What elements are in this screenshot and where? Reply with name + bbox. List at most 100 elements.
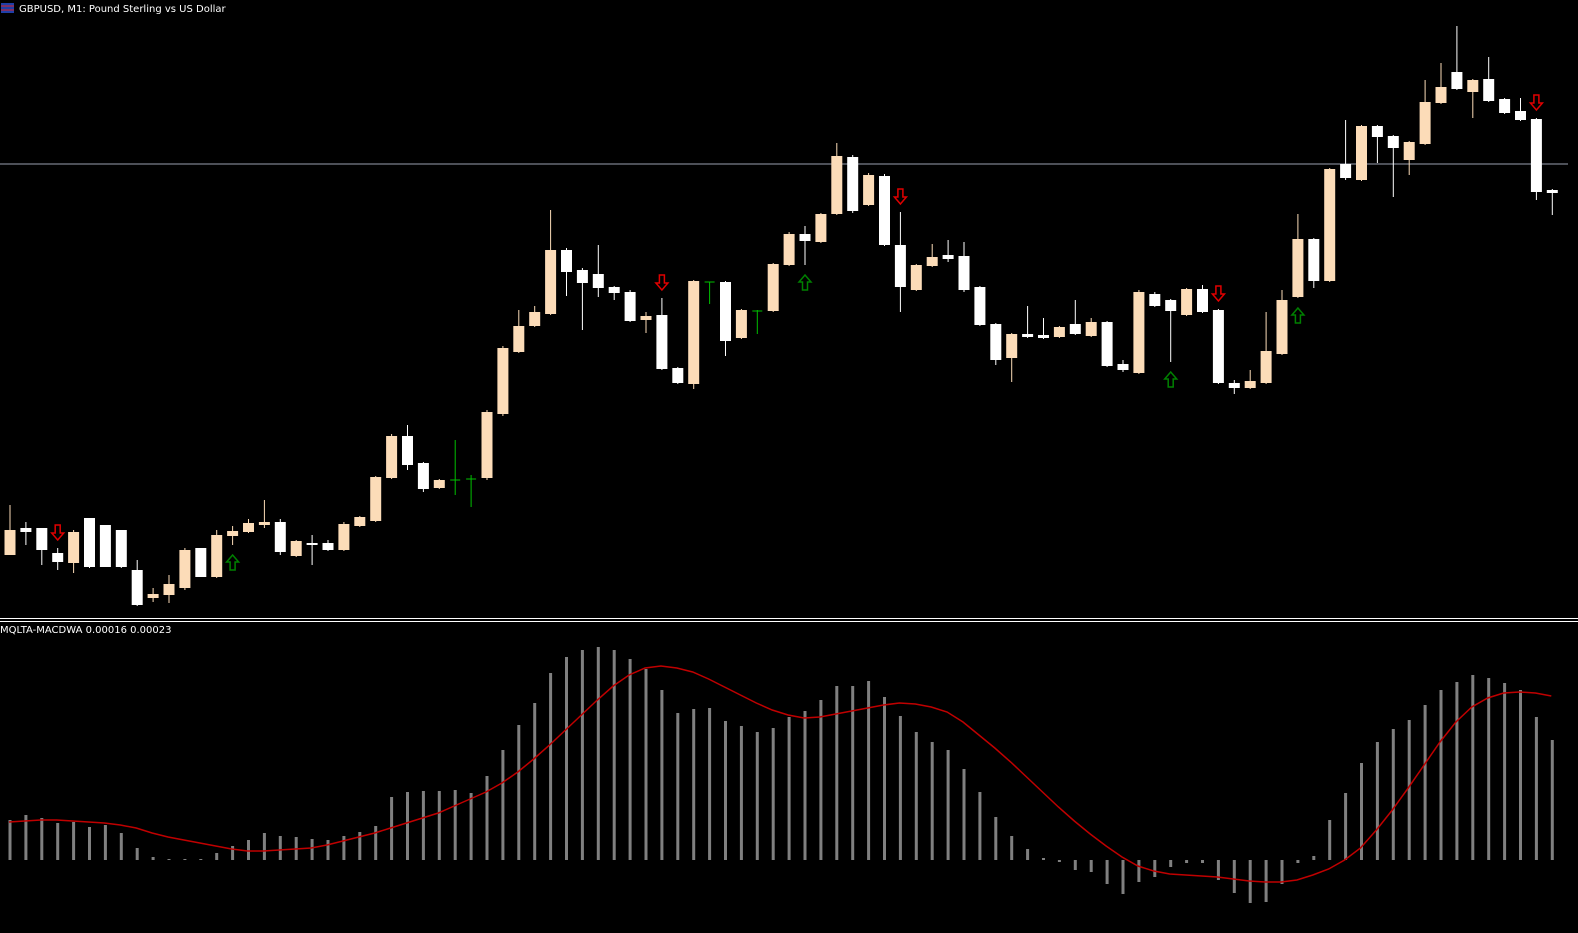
candle-body [211, 535, 223, 577]
candle-body [1324, 169, 1336, 281]
histogram-bar [215, 853, 219, 860]
candle-body [354, 517, 366, 526]
candle-body [1244, 381, 1256, 388]
candle-body [545, 250, 557, 314]
histogram-bar [914, 732, 918, 860]
signal-line [8, 665, 1552, 883]
candle-body [608, 287, 620, 293]
candle-body [1053, 327, 1065, 337]
candle-body [735, 310, 747, 338]
candle-body [1117, 364, 1129, 370]
candle-body [863, 175, 875, 205]
histogram-bar [1503, 683, 1507, 860]
buy-arrow [1290, 306, 1306, 324]
buy-arrow [1163, 370, 1179, 388]
histogram-bar [1153, 860, 1157, 877]
histogram-bar [469, 793, 473, 860]
histogram-bar [1280, 860, 1284, 884]
candle-body [926, 257, 938, 266]
indicator-title: MQLTA-MACDWA 0.00016 0.00023 [0, 625, 171, 636]
histogram-bar [8, 820, 12, 860]
histogram-bar [580, 650, 584, 860]
histogram-bar [24, 815, 28, 860]
histogram-bar [1439, 690, 1443, 860]
candle-body [1165, 300, 1177, 311]
symbol-flag [1, 3, 14, 13]
histogram-bar [660, 690, 664, 860]
histogram-bar [1105, 860, 1109, 884]
histogram-bar [883, 697, 886, 860]
histogram-bar [898, 716, 902, 860]
histogram-bar [262, 833, 266, 860]
histogram-bar [374, 826, 378, 860]
candle-body [131, 570, 143, 605]
candle-body [1276, 300, 1288, 354]
histogram-bar [835, 686, 839, 860]
histogram-bar [485, 776, 489, 860]
sell-arrow [1528, 94, 1545, 112]
histogram-bar [1487, 678, 1491, 860]
candle-body [1085, 322, 1097, 336]
candle-body [115, 530, 127, 567]
candle-body [417, 463, 429, 489]
candle-body [338, 524, 350, 550]
histogram-bar [151, 857, 155, 860]
candle-body [68, 532, 80, 563]
candle-body [433, 480, 445, 488]
histogram-bar [1026, 849, 1030, 860]
histogram-bar [1391, 729, 1395, 860]
histogram-bar [1232, 860, 1236, 893]
histogram-bar [787, 717, 791, 860]
candle-body [561, 250, 572, 272]
candle-body [1069, 324, 1081, 334]
candle-body [274, 522, 286, 552]
candle-body [1435, 87, 1447, 103]
candle-body [831, 156, 843, 214]
histogram-bar [1344, 793, 1348, 860]
histogram-bar [533, 703, 537, 860]
histogram-bar [437, 791, 441, 860]
histogram-bar [231, 846, 235, 860]
candle-body [1483, 79, 1495, 101]
candle-body [910, 265, 922, 290]
histogram-bar [310, 839, 314, 860]
histogram-bar [119, 833, 123, 860]
histogram-bar [1407, 720, 1411, 860]
histogram-bar [946, 750, 950, 860]
candle-body [847, 157, 859, 211]
candle-body [322, 543, 334, 550]
candle-body [99, 525, 111, 567]
candle-body [243, 523, 254, 532]
histogram-bar [1423, 705, 1427, 860]
histogram-bar [1121, 860, 1125, 894]
candle-body [879, 176, 890, 245]
candle-body [4, 530, 16, 555]
histogram-bar [501, 750, 505, 860]
histogram-bar [819, 700, 823, 860]
histogram-bar [278, 836, 282, 860]
candle-body [767, 264, 779, 311]
candle-body [1260, 351, 1272, 383]
histogram-bar [1185, 860, 1189, 863]
histogram-bar [1169, 860, 1173, 867]
candle-body [513, 326, 525, 352]
candle-body [147, 594, 159, 598]
histogram-bar [1296, 860, 1300, 863]
histogram-bar [326, 840, 330, 860]
candle-body [1371, 126, 1383, 137]
sell-arrow [50, 524, 66, 542]
buy-arrow [224, 553, 241, 571]
candle-body [1212, 310, 1224, 383]
histogram-bar [612, 650, 616, 860]
candle-body [1006, 334, 1018, 358]
candle-body [1133, 292, 1145, 373]
histogram-bar [1455, 682, 1459, 860]
candle-body [1022, 334, 1034, 337]
histogram-bar [739, 726, 743, 860]
candle-body [640, 316, 652, 320]
histogram-bar [1328, 820, 1332, 860]
candle-body [370, 477, 382, 521]
histogram-bar [342, 836, 346, 860]
candle-body [1499, 99, 1511, 113]
